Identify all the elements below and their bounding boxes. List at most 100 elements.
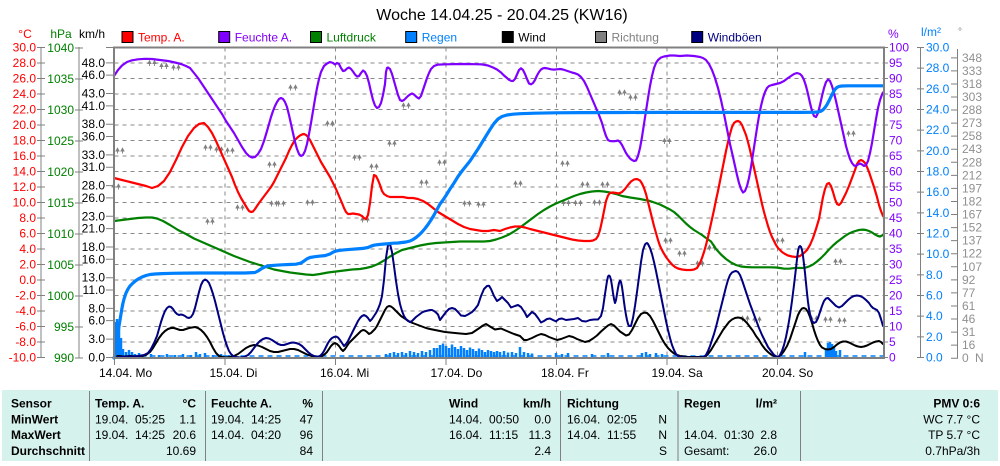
svg-text:10.0: 10.0 (926, 247, 950, 261)
svg-text:40: 40 (889, 227, 903, 241)
svg-text:-10.0: -10.0 (9, 351, 37, 365)
svg-text:16.04. 11:15: 16.04. 11:15 (449, 428, 518, 442)
svg-text:Di: Di (246, 366, 257, 380)
svg-text:288: 288 (962, 103, 982, 117)
svg-text:So: So (799, 366, 814, 380)
svg-text:995: 995 (54, 320, 74, 334)
svg-text:122: 122 (962, 247, 982, 261)
svg-text:12.0: 12.0 (13, 180, 37, 194)
svg-text:28.0: 28.0 (926, 61, 950, 75)
svg-text:Fr: Fr (578, 366, 589, 380)
svg-text:50: 50 (889, 196, 903, 210)
svg-text:hPa: hPa (50, 27, 72, 41)
svg-text:43.0: 43.0 (82, 87, 106, 101)
svg-text:20.6: 20.6 (173, 428, 197, 442)
svg-text:95: 95 (889, 56, 903, 70)
svg-text:13.0: 13.0 (82, 271, 106, 285)
svg-text:20.04.: 20.04. (762, 366, 795, 380)
svg-text:6.0: 6.0 (926, 289, 943, 303)
svg-text:8.0: 8.0 (19, 211, 36, 225)
svg-text:Wind: Wind (518, 31, 545, 45)
svg-text:MaxWert: MaxWert (11, 428, 61, 442)
svg-text:°C: °C (183, 397, 197, 411)
svg-text:N: N (975, 351, 984, 365)
svg-text:°C: °C (18, 27, 32, 41)
svg-text:-8.0: -8.0 (15, 335, 36, 349)
svg-text:45: 45 (889, 211, 903, 225)
svg-text:l/m²: l/m² (756, 397, 777, 411)
svg-text:km/h: km/h (79, 27, 105, 41)
svg-text:3.0: 3.0 (88, 332, 105, 346)
svg-text:TP 5.7 °C: TP 5.7 °C (928, 428, 980, 442)
svg-text:Mo: Mo (136, 366, 153, 380)
svg-text:18.0: 18.0 (926, 165, 950, 179)
svg-text:1025: 1025 (47, 134, 74, 148)
svg-text:26.0: 26.0 (13, 72, 37, 86)
svg-text:Do: Do (467, 366, 483, 380)
svg-text:8.0: 8.0 (88, 301, 105, 315)
svg-text:1040: 1040 (47, 41, 74, 55)
svg-text:26.0: 26.0 (82, 191, 106, 205)
svg-text:77: 77 (962, 286, 976, 300)
svg-text:31: 31 (962, 325, 976, 339)
svg-text:26.0: 26.0 (926, 82, 950, 96)
svg-text:4.0: 4.0 (926, 309, 943, 323)
svg-text:35: 35 (889, 242, 903, 256)
svg-text:182: 182 (962, 194, 982, 208)
svg-text:16.04. 02:05: 16.04. 02:05 (567, 412, 637, 426)
svg-text:22.0: 22.0 (926, 123, 950, 137)
svg-text:12.0: 12.0 (926, 227, 950, 241)
svg-text:N: N (658, 428, 667, 442)
svg-text:16.0: 16.0 (13, 149, 37, 163)
svg-text:30: 30 (889, 258, 903, 272)
svg-text:31.0: 31.0 (82, 160, 106, 174)
svg-text:2.8: 2.8 (760, 428, 777, 442)
svg-text:Feuchte A.: Feuchte A. (211, 397, 272, 411)
svg-text:17.04.: 17.04. (431, 366, 464, 380)
svg-text:6.0: 6.0 (19, 227, 36, 241)
svg-text:11.3: 11.3 (529, 428, 552, 442)
svg-text:km/h: km/h (523, 397, 551, 411)
svg-text:19.04. 14:25: 19.04. 14:25 (211, 412, 281, 426)
svg-text:21.0: 21.0 (82, 222, 106, 236)
svg-text:30.0: 30.0 (926, 41, 950, 55)
svg-text:Temp. A.: Temp. A. (95, 397, 144, 411)
svg-text:Regen: Regen (422, 31, 457, 45)
svg-text:10.69: 10.69 (166, 444, 196, 458)
svg-text:0: 0 (889, 351, 896, 365)
svg-text:Mi: Mi (357, 366, 370, 380)
svg-text:33.0: 33.0 (82, 148, 106, 162)
svg-text:28.0: 28.0 (82, 179, 106, 193)
svg-text:%: % (302, 397, 313, 411)
svg-text:0.0: 0.0 (534, 412, 551, 426)
svg-text:0: 0 (962, 351, 969, 365)
svg-text:16: 16 (962, 338, 976, 352)
svg-text:14.04. 01:30: 14.04. 01:30 (684, 428, 754, 442)
svg-text:14.04. 00:50: 14.04. 00:50 (449, 412, 519, 426)
svg-text:15.04.: 15.04. (210, 366, 243, 380)
svg-text:Gesamt:: Gesamt: (684, 444, 729, 458)
svg-text:Durchschnitt: Durchschnitt (11, 444, 85, 458)
svg-text:Woche 14.04.25 - 20.04.25 (KW1: Woche 14.04.25 - 20.04.25 (KW16) (376, 7, 627, 24)
svg-text:4.0: 4.0 (19, 242, 36, 256)
svg-text:-2.0: -2.0 (15, 289, 36, 303)
svg-text:Richtung: Richtung (612, 31, 659, 45)
svg-text:152: 152 (962, 221, 982, 235)
svg-text:90: 90 (889, 72, 903, 86)
svg-text:1000: 1000 (47, 289, 74, 303)
svg-text:24.0: 24.0 (13, 87, 37, 101)
svg-text:55: 55 (889, 180, 903, 194)
svg-text:100: 100 (889, 41, 909, 55)
svg-text:303: 303 (962, 90, 982, 104)
svg-text:197: 197 (962, 181, 982, 195)
svg-text:Windböen: Windböen (708, 31, 762, 45)
svg-text:65: 65 (889, 149, 903, 163)
svg-text:15: 15 (889, 304, 903, 318)
svg-text:1.1: 1.1 (179, 412, 196, 426)
svg-text:Richtung: Richtung (567, 397, 619, 411)
svg-text:Feuchte A.: Feuchte A. (235, 31, 292, 45)
svg-text:PMV 0:6: PMV 0:6 (933, 397, 980, 411)
svg-text:70: 70 (889, 134, 903, 148)
svg-text:0.7hPa/3h: 0.7hPa/3h (925, 444, 980, 458)
svg-text:19.04. 14:25: 19.04. 14:25 (95, 428, 165, 442)
